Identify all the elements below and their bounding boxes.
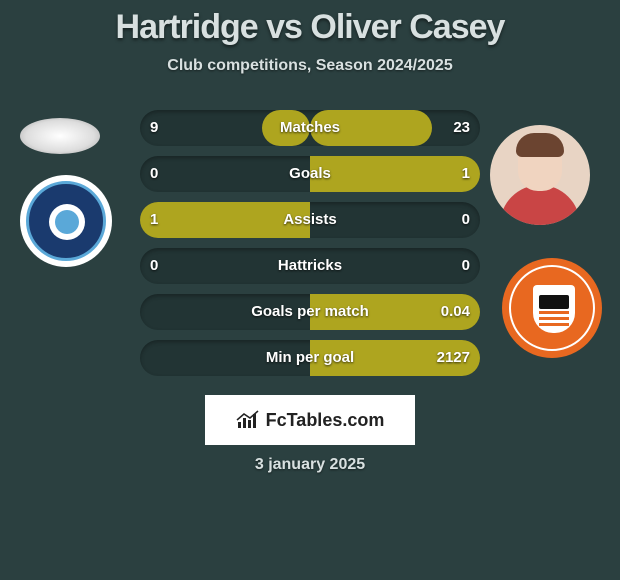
page-title: Hartridge vs Oliver Casey	[0, 0, 620, 47]
subtitle: Club competitions, Season 2024/2025	[0, 57, 620, 75]
stat-row: 01Goals	[0, 156, 620, 192]
stat-label: Hattricks	[0, 248, 620, 284]
chart-icon	[236, 410, 262, 430]
stat-row: 2127Min per goal	[0, 340, 620, 376]
stat-row: 0.04Goals per match	[0, 294, 620, 330]
source-logo-text: FcTables.com	[266, 410, 385, 431]
stats-chart: 923Matches 01Goals 10Assists 00Hattricks 0.0…	[0, 110, 620, 386]
stat-label: Matches	[0, 110, 620, 146]
date-label: 3 january 2025	[0, 456, 620, 474]
stat-label: Assists	[0, 202, 620, 238]
source-logo: FcTables.com	[205, 395, 415, 445]
stat-label: Goals per match	[0, 294, 620, 330]
stat-label: Min per goal	[0, 340, 620, 376]
stat-label: Goals	[0, 156, 620, 192]
stat-row: 00Hattricks	[0, 248, 620, 284]
stat-row: 923Matches	[0, 110, 620, 146]
stat-row: 10Assists	[0, 202, 620, 238]
